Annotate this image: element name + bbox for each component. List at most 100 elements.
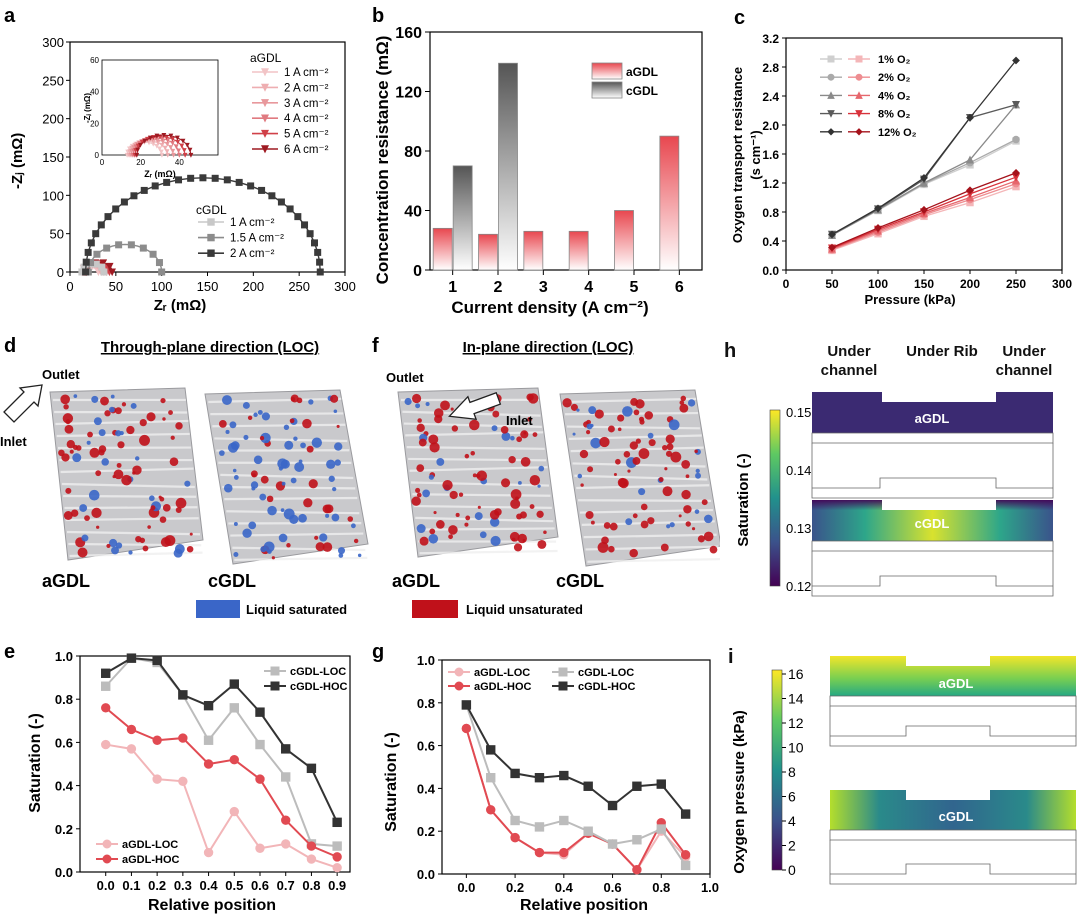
panel-f-agdl-block-saturated-droplet — [490, 535, 501, 547]
panel-g-series-line-0 — [465, 728, 687, 872]
panel-f-cgdl-block-unsaturated-droplet — [666, 443, 674, 451]
panel-e-xtick-label: 0.7 — [277, 878, 295, 893]
panel-e-point-1 — [306, 763, 317, 774]
panel-f-agdl-block-fiber — [413, 504, 552, 509]
panel-d-cgdl-block-saturated-droplet — [259, 493, 267, 501]
panel-c-legend-marker-grey-4 — [827, 128, 835, 136]
panel-h-cgdl-name: cGDL — [915, 516, 950, 531]
panel-d-agdl-block-unsaturated-droplet — [189, 532, 193, 536]
panel-c-ylabel: Oxygen transport resistance — [730, 67, 745, 243]
panel-e-legend-label-1: cGDL-HOC — [290, 681, 348, 693]
panel-g-point-2 — [656, 824, 666, 834]
panel-d-agdl-block-unsaturated-droplet — [114, 407, 122, 415]
panel-a-point-7 — [103, 244, 111, 252]
panel-d-cgdl-block-unsaturated-droplet — [353, 538, 359, 544]
panel-a-inset-point-5 — [168, 133, 174, 139]
panel-i-cgdl-base — [829, 829, 1077, 841]
panel-f-agdl-label: aGDL — [392, 571, 440, 591]
panel-i-oxygen-maps: i 16 14 12 10 8 6 4 2 0 Oxygen pressure (kPa) — [720, 636, 1080, 916]
panel-e-legend-marker-3 — [102, 854, 112, 864]
panel-e-ytick-label: 0.0 — [55, 865, 73, 880]
panel-d-agdl-block-unsaturated-droplet — [116, 462, 122, 468]
panel-a-legend-label-5: 6 A cm⁻² — [284, 144, 329, 156]
panel-f-agdl-block-unsaturated-droplet — [448, 534, 453, 540]
panel-d-cgdl-block-saturated-droplet — [223, 483, 233, 493]
panel-f-agdl-block-unsaturated-droplet — [511, 537, 516, 542]
panel-d-agdl-block-unsaturated-droplet — [162, 503, 171, 512]
panel-a-xlabel: Zᵣ (mΩ) — [154, 297, 206, 314]
panel-d-agdl-block-unsaturated-droplet — [121, 474, 132, 486]
panel-f-cgdl-block-saturated-droplet — [668, 419, 680, 431]
panel-e-point-3 — [178, 733, 188, 743]
panel-e-point-3 — [306, 841, 317, 851]
panel-d-cgdl-block-unsaturated-droplet — [260, 475, 269, 484]
panel-f-agdl-block-unsaturated-droplet — [448, 525, 458, 535]
panel-e-ytick-label: 0.8 — [55, 692, 73, 707]
panel-d-cgdl-block-saturated-droplet — [325, 513, 330, 518]
panel-f-agdl-block-saturated-droplet — [537, 484, 541, 488]
panel-f-cgdl-label: cGDL — [556, 571, 604, 591]
panel-f-cgdl-block-fiber — [568, 434, 702, 440]
panel-f-cgdl-block-unsaturated-droplet — [623, 451, 631, 458]
panel-e-point-1 — [281, 744, 291, 754]
panel-f-agdl-block-unsaturated-droplet — [516, 436, 523, 443]
panel-g-point-1 — [534, 847, 545, 858]
panel-f-cgdl-block-unsaturated-droplet — [603, 522, 611, 529]
panel-b-ytick-label: 160 — [395, 25, 422, 42]
panel-d-cgdl-block-saturated-droplet — [357, 553, 362, 558]
panel-f-agdl-block-unsaturated-droplet — [415, 487, 421, 493]
panel-f-agdl-block-fiber — [415, 516, 554, 523]
panel-a-inset-point-4 — [179, 143, 185, 149]
panel-d-label: d — [4, 335, 16, 357]
panel-h-saturation-maps: h Under channel Under Rib Under channel … — [720, 330, 1080, 630]
panel-a-inset-point-1 — [165, 152, 171, 158]
panel-d-agdl-block-fiber — [61, 482, 195, 489]
panel-d-agdl-block-unsaturated-droplet — [84, 515, 90, 522]
panel-f-cgdl-block-unsaturated-droplet — [679, 403, 689, 413]
panel-g-point-1 — [680, 850, 691, 860]
panel-g-point-3 — [559, 770, 569, 781]
panel-c-xtick-label: 300 — [1052, 277, 1072, 291]
panel-g-xtick-label: 0.8 — [652, 880, 670, 895]
panel-f-cgdl-block-unsaturated-droplet — [640, 503, 648, 511]
panel-d-cgdl-block-fiber — [214, 437, 348, 443]
panel-a-point-8 — [84, 248, 92, 256]
panel-f-agdl-block-saturated-droplet — [517, 480, 522, 485]
panel-i-colorbar-tick-label: 6 — [788, 789, 796, 805]
panel-f-agdl-block-saturated-droplet — [428, 474, 435, 480]
panel-d-cgdl-block-unsaturated-droplet — [322, 542, 333, 552]
panel-f-inlet-label: Inlet — [506, 413, 533, 428]
panel-d-cgdl-block-saturated-droplet — [229, 421, 237, 429]
panel-c-point-4 — [966, 113, 974, 122]
panel-d-agdl-block-unsaturated-droplet — [121, 402, 127, 407]
panel-a-point-8 — [235, 178, 243, 186]
panel-i-agdl-base — [829, 695, 1077, 707]
panel-d-cgdl-block-saturated-droplet — [225, 429, 230, 435]
panel-c-xtick-label: 150 — [914, 277, 934, 291]
panel-d-cgdl-block-unsaturated-droplet — [324, 504, 334, 514]
panel-e-point-2 — [281, 839, 291, 849]
panel-d-agdl-block-unsaturated-droplet — [169, 457, 179, 466]
panel-d-cgdl-block-unsaturated-droplet — [290, 394, 299, 403]
panel-e-point-3 — [101, 703, 111, 713]
panel-d-cgdl-block-saturated-droplet — [290, 477, 297, 484]
panel-f-cgdl-block-unsaturated-droplet — [609, 522, 618, 531]
panel-e-series-line-3 — [105, 707, 338, 858]
panel-a-legend-label-4: 5 A cm⁻² — [284, 129, 329, 141]
panel-i-label: i — [728, 646, 734, 668]
panel-d-cgdl-block-saturated-droplet — [284, 440, 294, 450]
panel-g-point-2 — [534, 822, 545, 832]
panel-c-ytick-label: 3.2 — [762, 32, 779, 46]
panel-d-agdl-block-unsaturated-droplet — [162, 417, 166, 421]
panel-f-agdl-block-unsaturated-droplet — [411, 393, 422, 404]
panel-g-ylabel: Saturation (-) — [383, 732, 400, 832]
panel-e-xtick-label: 0.3 — [174, 878, 192, 893]
panel-d-agdl-block-saturated-droplet — [173, 548, 183, 558]
panel-a-inset-xlabel: Zᵣ (mΩ) — [144, 169, 175, 179]
panel-c-xtick-label: 100 — [868, 277, 888, 291]
panel-g-point-2 — [559, 815, 569, 826]
panel-a-inset-point-4 — [181, 148, 187, 153]
panel-a-point-8 — [294, 213, 302, 221]
panel-g-legend-label-2: cGDL-LOC — [578, 667, 634, 679]
panel-f-agdl-block-unsaturated-droplet — [510, 498, 521, 509]
